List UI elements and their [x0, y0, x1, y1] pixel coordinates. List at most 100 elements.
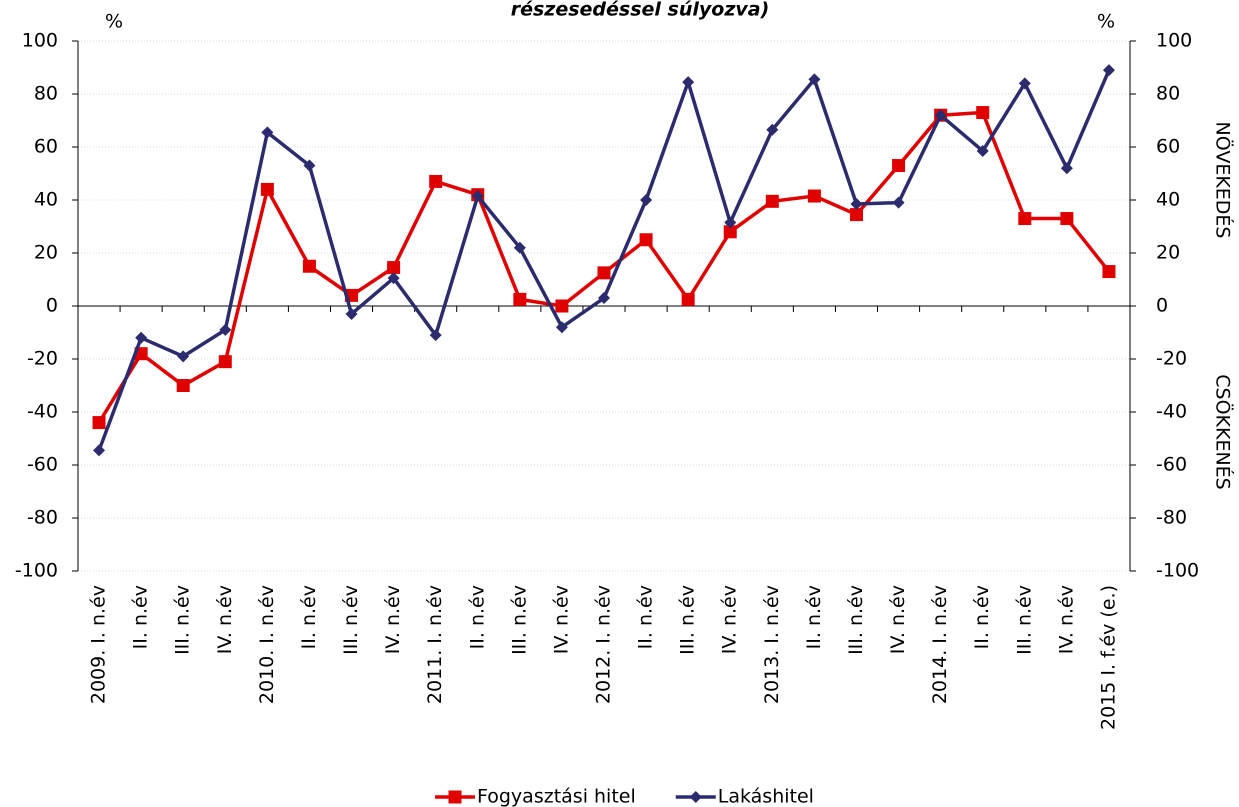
- y2-tick-label: -80: [1156, 507, 1187, 529]
- marker: [765, 194, 779, 208]
- y2-tick-label: 100: [1156, 30, 1192, 52]
- x-tick-label: III. n.év: [508, 585, 530, 655]
- y2-lower-label: CSÖKKENÉS: [1212, 374, 1235, 489]
- marker: [218, 355, 232, 369]
- marker: [387, 261, 401, 275]
- marker: [808, 73, 821, 86]
- marker: [1018, 77, 1031, 90]
- y2-tick-label: 80: [1156, 83, 1180, 105]
- y-tick-label: 40: [34, 189, 58, 211]
- marker: [555, 321, 568, 334]
- y2-tick-label: -20: [1156, 348, 1187, 370]
- marker: [1102, 265, 1116, 279]
- x-tick-label: II. n.év: [298, 585, 320, 649]
- marker: [892, 159, 906, 173]
- marker: [387, 272, 400, 285]
- x-tick-label: III. n.év: [1013, 585, 1035, 655]
- y2-tick-label: 60: [1156, 136, 1180, 158]
- marker: [723, 225, 737, 239]
- marker: [597, 266, 611, 280]
- y-tick-label: 0: [46, 295, 58, 317]
- marker: [1060, 212, 1074, 226]
- x-tick-label: 2013. I. n.év: [761, 585, 783, 704]
- x-tick-label: IV. n.év: [1055, 585, 1077, 654]
- x-tick-label: II. n.év: [466, 585, 488, 649]
- x-tick-label: II. n.év: [971, 585, 993, 649]
- y2-tick-label: -100: [1156, 560, 1199, 582]
- y2-upper-label: NÖVEKEDÉS: [1212, 122, 1235, 239]
- marker: [850, 197, 863, 210]
- legend-label: Fogyasztási hitel: [477, 786, 636, 807]
- marker: [429, 329, 442, 342]
- marker: [1060, 162, 1073, 175]
- marker: [219, 323, 232, 336]
- x-tick-label: III. n.év: [677, 585, 699, 655]
- marker: [302, 259, 316, 273]
- marker: [639, 233, 653, 247]
- x-tick-label: II. n.év: [635, 585, 657, 649]
- y-tick-label: 60: [34, 136, 58, 158]
- x-tick-label: IV. n.év: [550, 585, 572, 654]
- x-tick-label: II. n.év: [130, 585, 152, 649]
- marker: [681, 292, 695, 306]
- chart-title: részesedéssel súlyozva): [511, 0, 770, 21]
- y-tick-label: -80: [27, 507, 58, 529]
- marker: [261, 126, 274, 139]
- marker: [976, 106, 990, 120]
- x-tick-label: III. n.év: [172, 585, 194, 655]
- x-tick-label: III. n.év: [340, 585, 362, 655]
- marker: [92, 416, 106, 430]
- x-tick-label: 2009. I. n.év: [88, 585, 110, 704]
- marker: [513, 292, 527, 306]
- x-tick-label: 2012. I. n.év: [593, 585, 615, 704]
- y-tick-label: 100: [22, 30, 58, 52]
- x-tick-label: IV. n.év: [887, 585, 909, 654]
- marker: [513, 241, 526, 254]
- marker: [448, 790, 462, 804]
- marker: [345, 307, 358, 320]
- x-tick-label: III. n.év: [845, 585, 867, 655]
- x-tick-label: 2015 I. f.év (e.): [1097, 585, 1119, 730]
- marker: [766, 123, 779, 136]
- marker: [1102, 64, 1115, 77]
- marker: [689, 791, 702, 803]
- marker: [892, 196, 905, 209]
- marker: [807, 189, 821, 203]
- marker: [303, 159, 316, 172]
- marker: [849, 208, 863, 222]
- y-tick-label: 20: [34, 242, 58, 264]
- y-tick-label: 80: [34, 83, 58, 105]
- x-tick-label: IV. n.év: [719, 585, 741, 654]
- marker: [934, 109, 947, 122]
- y-tick-label: -40: [27, 401, 58, 423]
- y-tick-label: -20: [27, 348, 58, 370]
- x-tick-label: 2011. I. n.év: [424, 585, 446, 704]
- y-tick-label: -100: [15, 560, 58, 582]
- marker: [1018, 212, 1032, 226]
- marker: [135, 331, 148, 344]
- marker: [260, 182, 274, 196]
- marker: [682, 76, 695, 89]
- y2-tick-label: 40: [1156, 189, 1180, 211]
- y2-unit: %: [1097, 11, 1115, 33]
- marker: [640, 194, 653, 206]
- y2-tick-label: -60: [1156, 454, 1187, 476]
- y2-tick-label: 0: [1156, 295, 1168, 317]
- marker: [976, 144, 989, 157]
- x-tick-label: II. n.év: [803, 585, 825, 649]
- marker: [93, 444, 106, 457]
- x-tick-label: IV. n.év: [382, 585, 404, 654]
- marker: [598, 292, 610, 305]
- x-tick-label: 2014. I. n.év: [929, 585, 951, 704]
- x-tick-label: 2010. I. n.év: [256, 585, 278, 704]
- legend-label: Lakáshitel: [718, 786, 814, 807]
- marker: [177, 350, 190, 363]
- y2-tick-label: -40: [1156, 401, 1187, 423]
- marker: [176, 379, 190, 392]
- marker: [429, 174, 443, 188]
- marker: [471, 190, 484, 203]
- x-tick-label: IV. n.év: [214, 585, 236, 654]
- y2-tick-label: 20: [1156, 242, 1180, 264]
- y-tick-label: -60: [27, 454, 58, 476]
